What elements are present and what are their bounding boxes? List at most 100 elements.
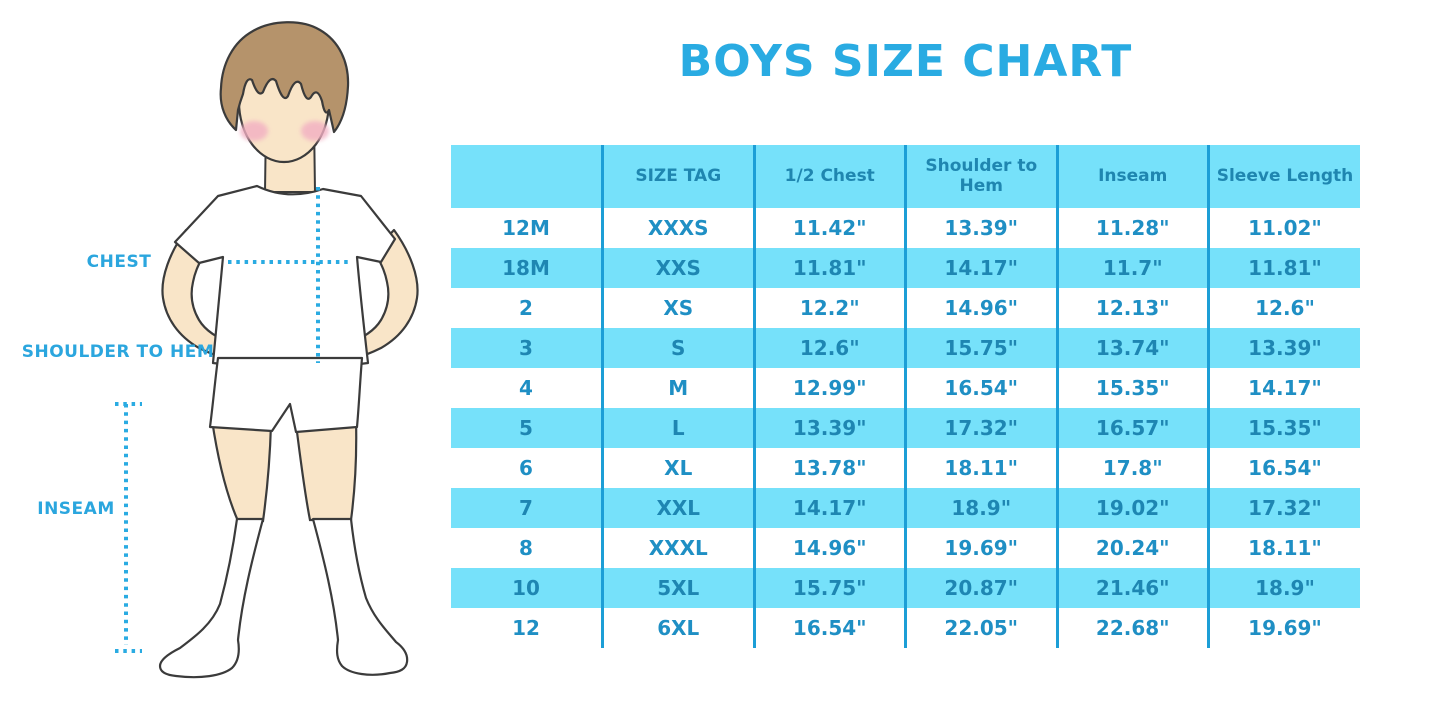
inseam-label: INSEAM (37, 499, 115, 519)
table-row: 12 6XL 16.54" 22.05" 22.68" 19.69" (451, 608, 1360, 648)
table-cell: 13.39" (752, 408, 906, 448)
table-header: SIZE TAG 1/2 Chest Shoulder to Hem Inseam Sl… (451, 145, 1360, 208)
table-cell: XS (601, 288, 754, 328)
table-cell: 18.11" (1207, 528, 1360, 568)
table-cell: 13.39" (904, 208, 1057, 248)
table-cell: 11.02" (1207, 208, 1360, 248)
table-row: 6 XL 13.78" 18.11" 17.8" 16.54" (451, 448, 1360, 488)
row-label: 5 (451, 408, 603, 448)
table-row: 8 XXXL 14.96" 19.69" 20.24" 18.11" (451, 528, 1360, 568)
left-sock (158, 517, 265, 679)
table-cell: 12.6" (1207, 288, 1360, 328)
table-cell: 12.13" (1055, 288, 1209, 328)
table-row: 7 XXL 14.17" 18.9" 19.02" 17.32" (451, 488, 1360, 528)
table-cell: 14.17" (752, 488, 906, 528)
table-cell: 15.35" (1055, 368, 1209, 408)
shoulder-to-hem-label: SHOULDER TO HEM (21, 342, 215, 362)
table-cell: 14.17" (904, 248, 1057, 288)
row-label: 8 (519, 536, 533, 560)
table-cell: 11.7" (1055, 248, 1209, 288)
table-cell: 18.9" (1207, 568, 1360, 608)
blush-left-cheek (240, 121, 268, 141)
table-cell: 15.75" (904, 328, 1057, 368)
row-label: 12 (512, 616, 540, 640)
page-title: BOYS SIZE CHART (678, 36, 1133, 87)
column-header: SIZE TAG (601, 145, 754, 208)
row-label: 2 (519, 296, 533, 320)
table-cell: 18.11" (904, 448, 1057, 488)
table-cell: XXS (601, 248, 754, 288)
table-cell: 16.54" (752, 608, 906, 648)
table-cell: 17.8" (1055, 448, 1209, 488)
table-cell: 21.46" (1055, 568, 1209, 608)
row-label: 3 (451, 328, 603, 368)
table-cell: XXXL (601, 528, 754, 568)
table-cell: 15.75" (752, 568, 906, 608)
table-cell: 22.05" (904, 608, 1057, 648)
hair (219, 21, 350, 134)
table-row: 18M XXS 11.81" 14.17" 11.7" 11.81" (451, 248, 1360, 288)
table-cell: 22.68" (1055, 608, 1209, 648)
table-cell: 11.81" (752, 248, 906, 288)
left-leg (210, 418, 273, 523)
table-cell: 14.96" (904, 288, 1057, 328)
table-cell: 18.9" (904, 488, 1057, 528)
table-cell: 19.69" (904, 528, 1057, 568)
table-cell: M (601, 368, 754, 408)
row-label: 18M (451, 248, 603, 288)
table-cell: XXL (601, 488, 754, 528)
row-label: 4 (519, 376, 533, 400)
table-cell: 12.2" (752, 288, 906, 328)
table-cell: 20.24" (1055, 528, 1209, 568)
row-label: 6 (519, 456, 533, 480)
column-header: Sleeve Length (1207, 145, 1360, 208)
table-cell: 17.32" (1207, 488, 1360, 528)
table-cell: 11.42" (752, 208, 906, 248)
table-cell: 11.81" (1207, 248, 1360, 288)
table-cell: 14.17" (1207, 368, 1360, 408)
row-label: 10 (451, 568, 603, 608)
table-row: 3 S 12.6" 15.75" 13.74" 13.39" (451, 328, 1360, 368)
size-table: SIZE TAG 1/2 Chest Shoulder to Hem Inseam Sl… (451, 145, 1360, 648)
column-header: 1/2 Chest (752, 145, 906, 208)
boy-illustration (115, 21, 419, 679)
table-cell: 12.99" (752, 368, 906, 408)
table-cell: 16.54" (904, 368, 1057, 408)
table-cell: S (601, 328, 754, 368)
table-cell: 13.74" (1055, 328, 1209, 368)
table-cell: 11.28" (1055, 208, 1209, 248)
table-cell: 14.96" (752, 528, 906, 568)
table-cell: 16.57" (1055, 408, 1209, 448)
column-header: Inseam (1055, 145, 1209, 208)
right-sock (311, 517, 409, 676)
table-cell: 16.54" (1207, 448, 1360, 488)
column-header: Shoulder to Hem (904, 145, 1057, 208)
column-header (451, 145, 603, 208)
table-cell: 13.78" (752, 448, 906, 488)
row-label: 12M (502, 216, 550, 240)
table-cell: 17.32" (904, 408, 1057, 448)
table-row: 5 L 13.39" 17.32" 16.57" 15.35" (451, 408, 1360, 448)
table-row: 4 M 12.99" 16.54" 15.35" 14.17" (451, 368, 1360, 408)
blush-right-cheek (301, 121, 329, 141)
table-cell: 6XL (601, 608, 754, 648)
row-label: 7 (451, 488, 603, 528)
table-cell: 19.02" (1055, 488, 1209, 528)
table-cell: L (601, 408, 754, 448)
table-row: 12M XXXS 11.42" 13.39" 11.28" 11.02" (451, 208, 1360, 248)
shorts (208, 356, 364, 434)
table-row: 2 XS 12.2" 14.96" 12.13" 12.6" (451, 288, 1360, 328)
right-leg (294, 417, 358, 522)
table-row: 10 5XL 15.75" 20.87" 21.46" 18.9" (451, 568, 1360, 608)
table-cell: XXXS (601, 208, 754, 248)
table-cell: 12.6" (752, 328, 906, 368)
table-cell: 19.69" (1207, 608, 1360, 648)
table-cell: 20.87" (904, 568, 1057, 608)
table-body: 12M XXXS 11.42" 13.39" 11.28" 11.02" 18M XXS 11.… (451, 208, 1360, 648)
table-cell: 13.39" (1207, 328, 1360, 368)
table-cell: 5XL (601, 568, 754, 608)
chest-label: CHEST (86, 252, 152, 272)
table-cell: 15.35" (1207, 408, 1360, 448)
table-cell: XL (601, 448, 754, 488)
